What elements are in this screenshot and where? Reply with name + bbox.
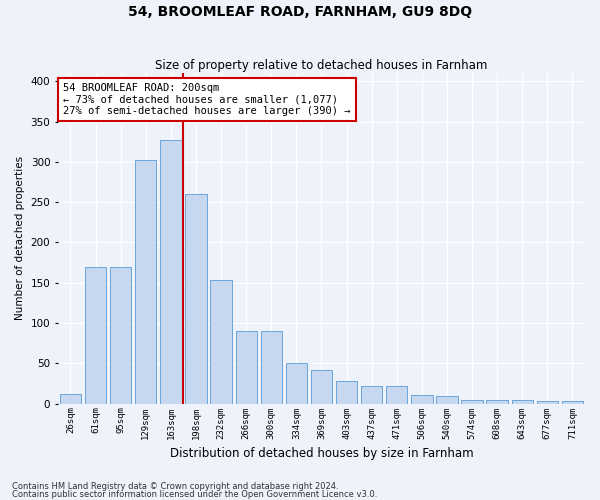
Bar bbox=[311, 370, 332, 404]
Text: 54, BROOMLEAF ROAD, FARNHAM, GU9 8DQ: 54, BROOMLEAF ROAD, FARNHAM, GU9 8DQ bbox=[128, 5, 472, 19]
X-axis label: Distribution of detached houses by size in Farnham: Distribution of detached houses by size … bbox=[170, 447, 473, 460]
Bar bbox=[60, 394, 81, 404]
Bar bbox=[135, 160, 157, 404]
Bar bbox=[411, 395, 433, 404]
Bar bbox=[361, 386, 382, 404]
Bar bbox=[512, 400, 533, 404]
Bar bbox=[236, 331, 257, 404]
Text: 54 BROOMLEAF ROAD: 200sqm
← 73% of detached houses are smaller (1,077)
27% of se: 54 BROOMLEAF ROAD: 200sqm ← 73% of detac… bbox=[63, 83, 351, 116]
Bar bbox=[185, 194, 206, 404]
Bar bbox=[211, 280, 232, 404]
Y-axis label: Number of detached properties: Number of detached properties bbox=[15, 156, 25, 320]
Title: Size of property relative to detached houses in Farnham: Size of property relative to detached ho… bbox=[155, 59, 488, 72]
Text: Contains HM Land Registry data © Crown copyright and database right 2024.: Contains HM Land Registry data © Crown c… bbox=[12, 482, 338, 491]
Bar bbox=[336, 381, 357, 404]
Bar bbox=[110, 266, 131, 404]
Bar bbox=[461, 400, 483, 404]
Text: Contains public sector information licensed under the Open Government Licence v3: Contains public sector information licen… bbox=[12, 490, 377, 499]
Bar bbox=[386, 386, 407, 404]
Bar bbox=[562, 401, 583, 404]
Bar bbox=[286, 364, 307, 404]
Bar bbox=[536, 401, 558, 404]
Bar bbox=[436, 396, 458, 404]
Bar bbox=[85, 266, 106, 404]
Bar bbox=[160, 140, 182, 404]
Bar bbox=[260, 331, 282, 404]
Bar bbox=[487, 400, 508, 404]
